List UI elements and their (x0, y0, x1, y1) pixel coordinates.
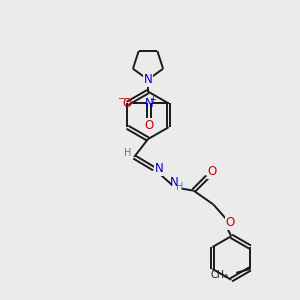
Text: O: O (122, 97, 132, 110)
Text: N: N (169, 176, 178, 189)
Text: H: H (176, 182, 183, 192)
Text: O: O (226, 216, 235, 229)
Text: O: O (208, 165, 217, 178)
Text: −: − (118, 94, 126, 104)
Text: N: N (144, 73, 152, 86)
Text: +: + (149, 95, 156, 104)
Text: CH₃: CH₃ (210, 270, 228, 280)
Text: N: N (144, 73, 152, 86)
Text: H: H (124, 148, 131, 158)
Text: N: N (154, 162, 163, 175)
Text: N: N (144, 97, 153, 110)
Text: O: O (144, 119, 153, 132)
